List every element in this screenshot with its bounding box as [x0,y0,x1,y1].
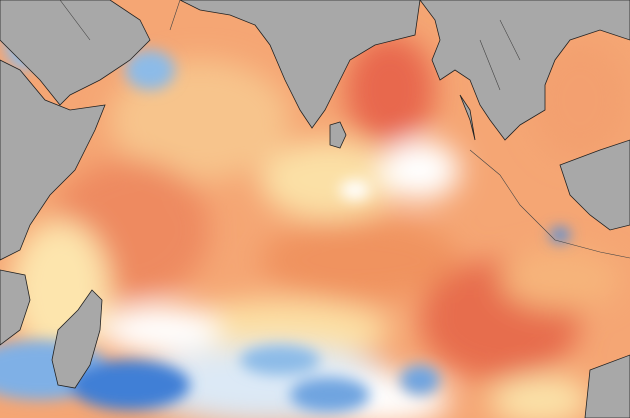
neutral-patch [260,140,400,220]
africa-north [0,59,106,261]
neutral-patch [380,140,460,200]
warm-patch [345,35,435,145]
country-border [59,0,521,91]
southeast-asia [419,0,630,141]
neutral-patch [490,375,590,418]
warm-patch [260,220,460,300]
malay-coast [459,94,476,141]
cool-patch [240,345,320,375]
australia [584,354,630,418]
borneo [559,139,630,231]
india [179,0,421,129]
cool-patch [290,377,370,413]
africa-south [0,269,31,346]
cool-patch [125,50,175,90]
warm-patch [500,250,620,310]
warm-patch [530,40,630,160]
sumatra-java-coast [469,149,630,259]
neutral-patch [340,180,370,200]
sri-lanka [329,121,347,149]
warm-patch [110,60,290,180]
arabian-peninsula [0,0,151,106]
cool-patch [400,365,440,395]
cool-patch [550,227,570,243]
neutral-patch [100,305,220,355]
neutral-patch [170,300,390,360]
cool-patch [70,360,190,410]
madagascar [51,289,103,389]
